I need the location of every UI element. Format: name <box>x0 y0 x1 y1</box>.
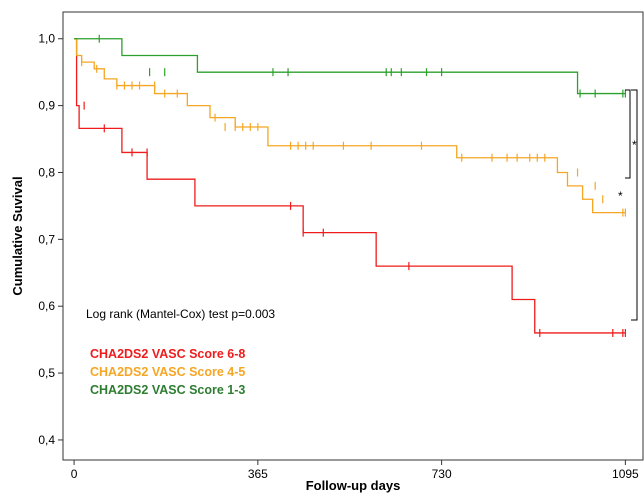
legend: CHA2DS2 VASC Score 6-8 CHA2DS2 VASC Scor… <box>90 347 245 397</box>
x-tick-label-3: 1095 <box>612 467 639 481</box>
x-tick-label-2: 730 <box>432 467 452 481</box>
significance-brackets: * * <box>618 89 638 321</box>
series-layer <box>74 34 626 337</box>
y-axis-title: Cumulative Suvival <box>10 176 25 295</box>
log-rank-annotation: Log rank (Mantel-Cox) test p=0.003 <box>86 307 275 321</box>
series-3 <box>74 34 626 98</box>
y-tick-label-1: 0,9 <box>38 99 55 113</box>
y-tick-label-6: 0,4 <box>38 433 55 447</box>
legend-entry-1: CHA2DS2 VASC Score 6-8 <box>90 347 245 361</box>
y-tick-label-3: 0,7 <box>38 232 55 246</box>
legend-entry-2: CHA2DS2 VASC Score 4-5 <box>90 365 245 379</box>
significance-star-2: * <box>618 189 623 203</box>
x-axis: 0 365 730 1095 <box>71 460 639 481</box>
y-tick-label-5: 0,5 <box>38 366 55 380</box>
series-3-line <box>74 38 626 95</box>
legend-entry-3: CHA2DS2 VASC Score 1-3 <box>90 383 245 397</box>
y-tick-label-2: 0,8 <box>38 165 55 179</box>
y-tick-label-4: 0,6 <box>38 299 55 313</box>
series-1-line <box>74 38 626 334</box>
series-1 <box>74 38 626 337</box>
plot-frame <box>62 11 644 461</box>
y-axis: 1,0 0,9 0,8 0,7 0,6 0,5 0,4 <box>38 32 63 447</box>
x-tick-label-0: 0 <box>71 467 78 481</box>
bracket-bottom <box>631 89 638 321</box>
bracket-top <box>625 89 631 179</box>
x-axis-title: Follow-up days <box>306 478 401 493</box>
series-2-line <box>74 38 626 214</box>
series-2 <box>74 38 626 217</box>
x-tick-label-1: 365 <box>248 467 268 481</box>
significance-star-1: * <box>632 138 637 152</box>
y-tick-label-0: 1,0 <box>38 32 55 46</box>
